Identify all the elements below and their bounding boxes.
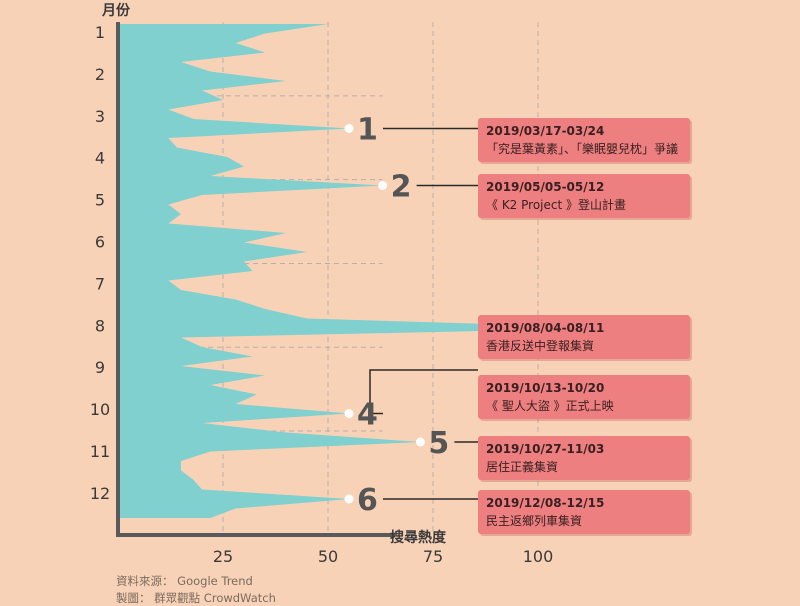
annotation-box-2: 2019/05/05-05/12 《 K2 Project 》登山計畫 <box>478 174 690 218</box>
event-marker-5 <box>415 437 425 447</box>
month-label-5: 5 <box>95 191 105 210</box>
annotation-box-1: 2019/03/17-03/24 「究是葉黃素」、「樂眠嬰兒枕」爭議 <box>478 118 690 162</box>
annotation-date: 2019/08/04-08/11 <box>486 321 605 335</box>
annotation-date: 2019/10/27-11/03 <box>486 442 605 456</box>
month-label-10: 10 <box>90 400 110 419</box>
event-number-5: 5 <box>428 426 449 461</box>
chart-credit: 製圖： 群眾觀點 CrowdWatch <box>116 591 276 605</box>
x-axis-title: 搜尋熱度 <box>390 529 447 546</box>
month-label-3: 3 <box>95 107 105 126</box>
annotation-text: 民主返鄉列車集資 <box>486 514 583 528</box>
event-leader-line-4 <box>369 369 478 415</box>
month-label-7: 7 <box>95 274 105 293</box>
annotation-date: 2019/12/08-12/15 <box>486 496 605 510</box>
axes <box>116 22 395 537</box>
data-source: 資料來源： Google Trend <box>116 574 253 588</box>
month-label-1: 1 <box>95 23 105 42</box>
event-marker-1 <box>344 124 354 133</box>
month-label-6: 6 <box>95 233 105 252</box>
event-marker-4 <box>344 409 354 418</box>
annotation-text: 《 K2 Project 》登山計畫 <box>486 198 627 212</box>
annotation-box-5: 2019/10/27-11/03 居住正義集資 <box>478 436 690 480</box>
event-marker-6 <box>344 494 354 504</box>
annotation-box-6: 2019/12/08-12/15 民主返鄉列車集資 <box>478 490 690 534</box>
annotation-text: 《 聖人大盜 》正式上映 <box>486 399 614 413</box>
annotation-text: 居住正義集資 <box>486 460 559 474</box>
event-marker-2 <box>378 181 388 190</box>
y-axis-title: 月份 <box>101 2 131 19</box>
x-tick-label-100: 100 <box>523 547 554 566</box>
annotation-box-3: 2019/08/04-08/11 香港反送中登報集資 <box>478 315 690 359</box>
event-number-1: 1 <box>357 113 378 148</box>
month-label-9: 9 <box>95 358 105 377</box>
annotation-date: 2019/03/17-03/24 <box>486 124 605 138</box>
annotation-date: 2019/05/05-05/12 <box>486 180 605 194</box>
annotation-text: 「究是葉黃素」、「樂眠嬰兒枕」爭議 <box>486 142 679 156</box>
month-label-11: 11 <box>90 442 110 461</box>
x-tick-label-75: 75 <box>423 547 443 566</box>
annotation-text: 香港反送中登報集資 <box>486 339 595 353</box>
event-number-6: 6 <box>357 483 378 518</box>
search-interest-area <box>118 24 622 518</box>
annotation-box-4: 2019/10/13-10/20 《 聖人大盜 》正式上映 <box>478 375 690 419</box>
annotation-date: 2019/10/13-10/20 <box>486 381 605 395</box>
x-tick-label-25: 25 <box>213 547 233 566</box>
event-number-2: 2 <box>391 170 412 205</box>
month-label-12: 12 <box>90 484 110 503</box>
month-label-4: 4 <box>95 149 105 168</box>
x-tick-label-50: 50 <box>318 547 338 566</box>
month-label-8: 8 <box>95 316 105 335</box>
event-number-4: 4 <box>357 398 378 433</box>
month-label-2: 2 <box>95 65 105 84</box>
